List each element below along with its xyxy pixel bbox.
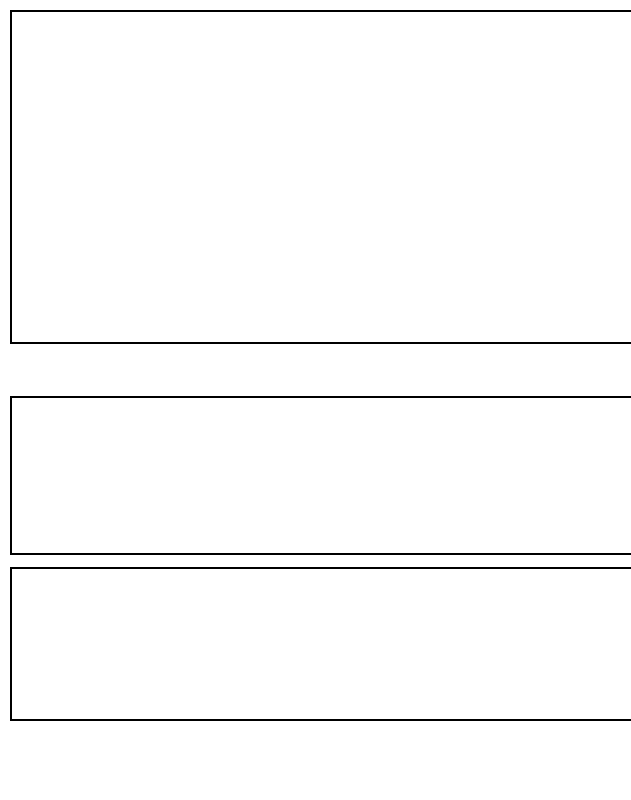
p2-chart [10,396,631,555]
ls-axis-strip [10,356,631,396]
eta-chart [10,567,631,721]
p2-chart-svg [12,398,619,549]
head-chart [10,10,631,344]
head-chart-svg [12,12,619,338]
ls-axis-svg [10,356,621,396]
eta-chart-svg [12,569,619,715]
